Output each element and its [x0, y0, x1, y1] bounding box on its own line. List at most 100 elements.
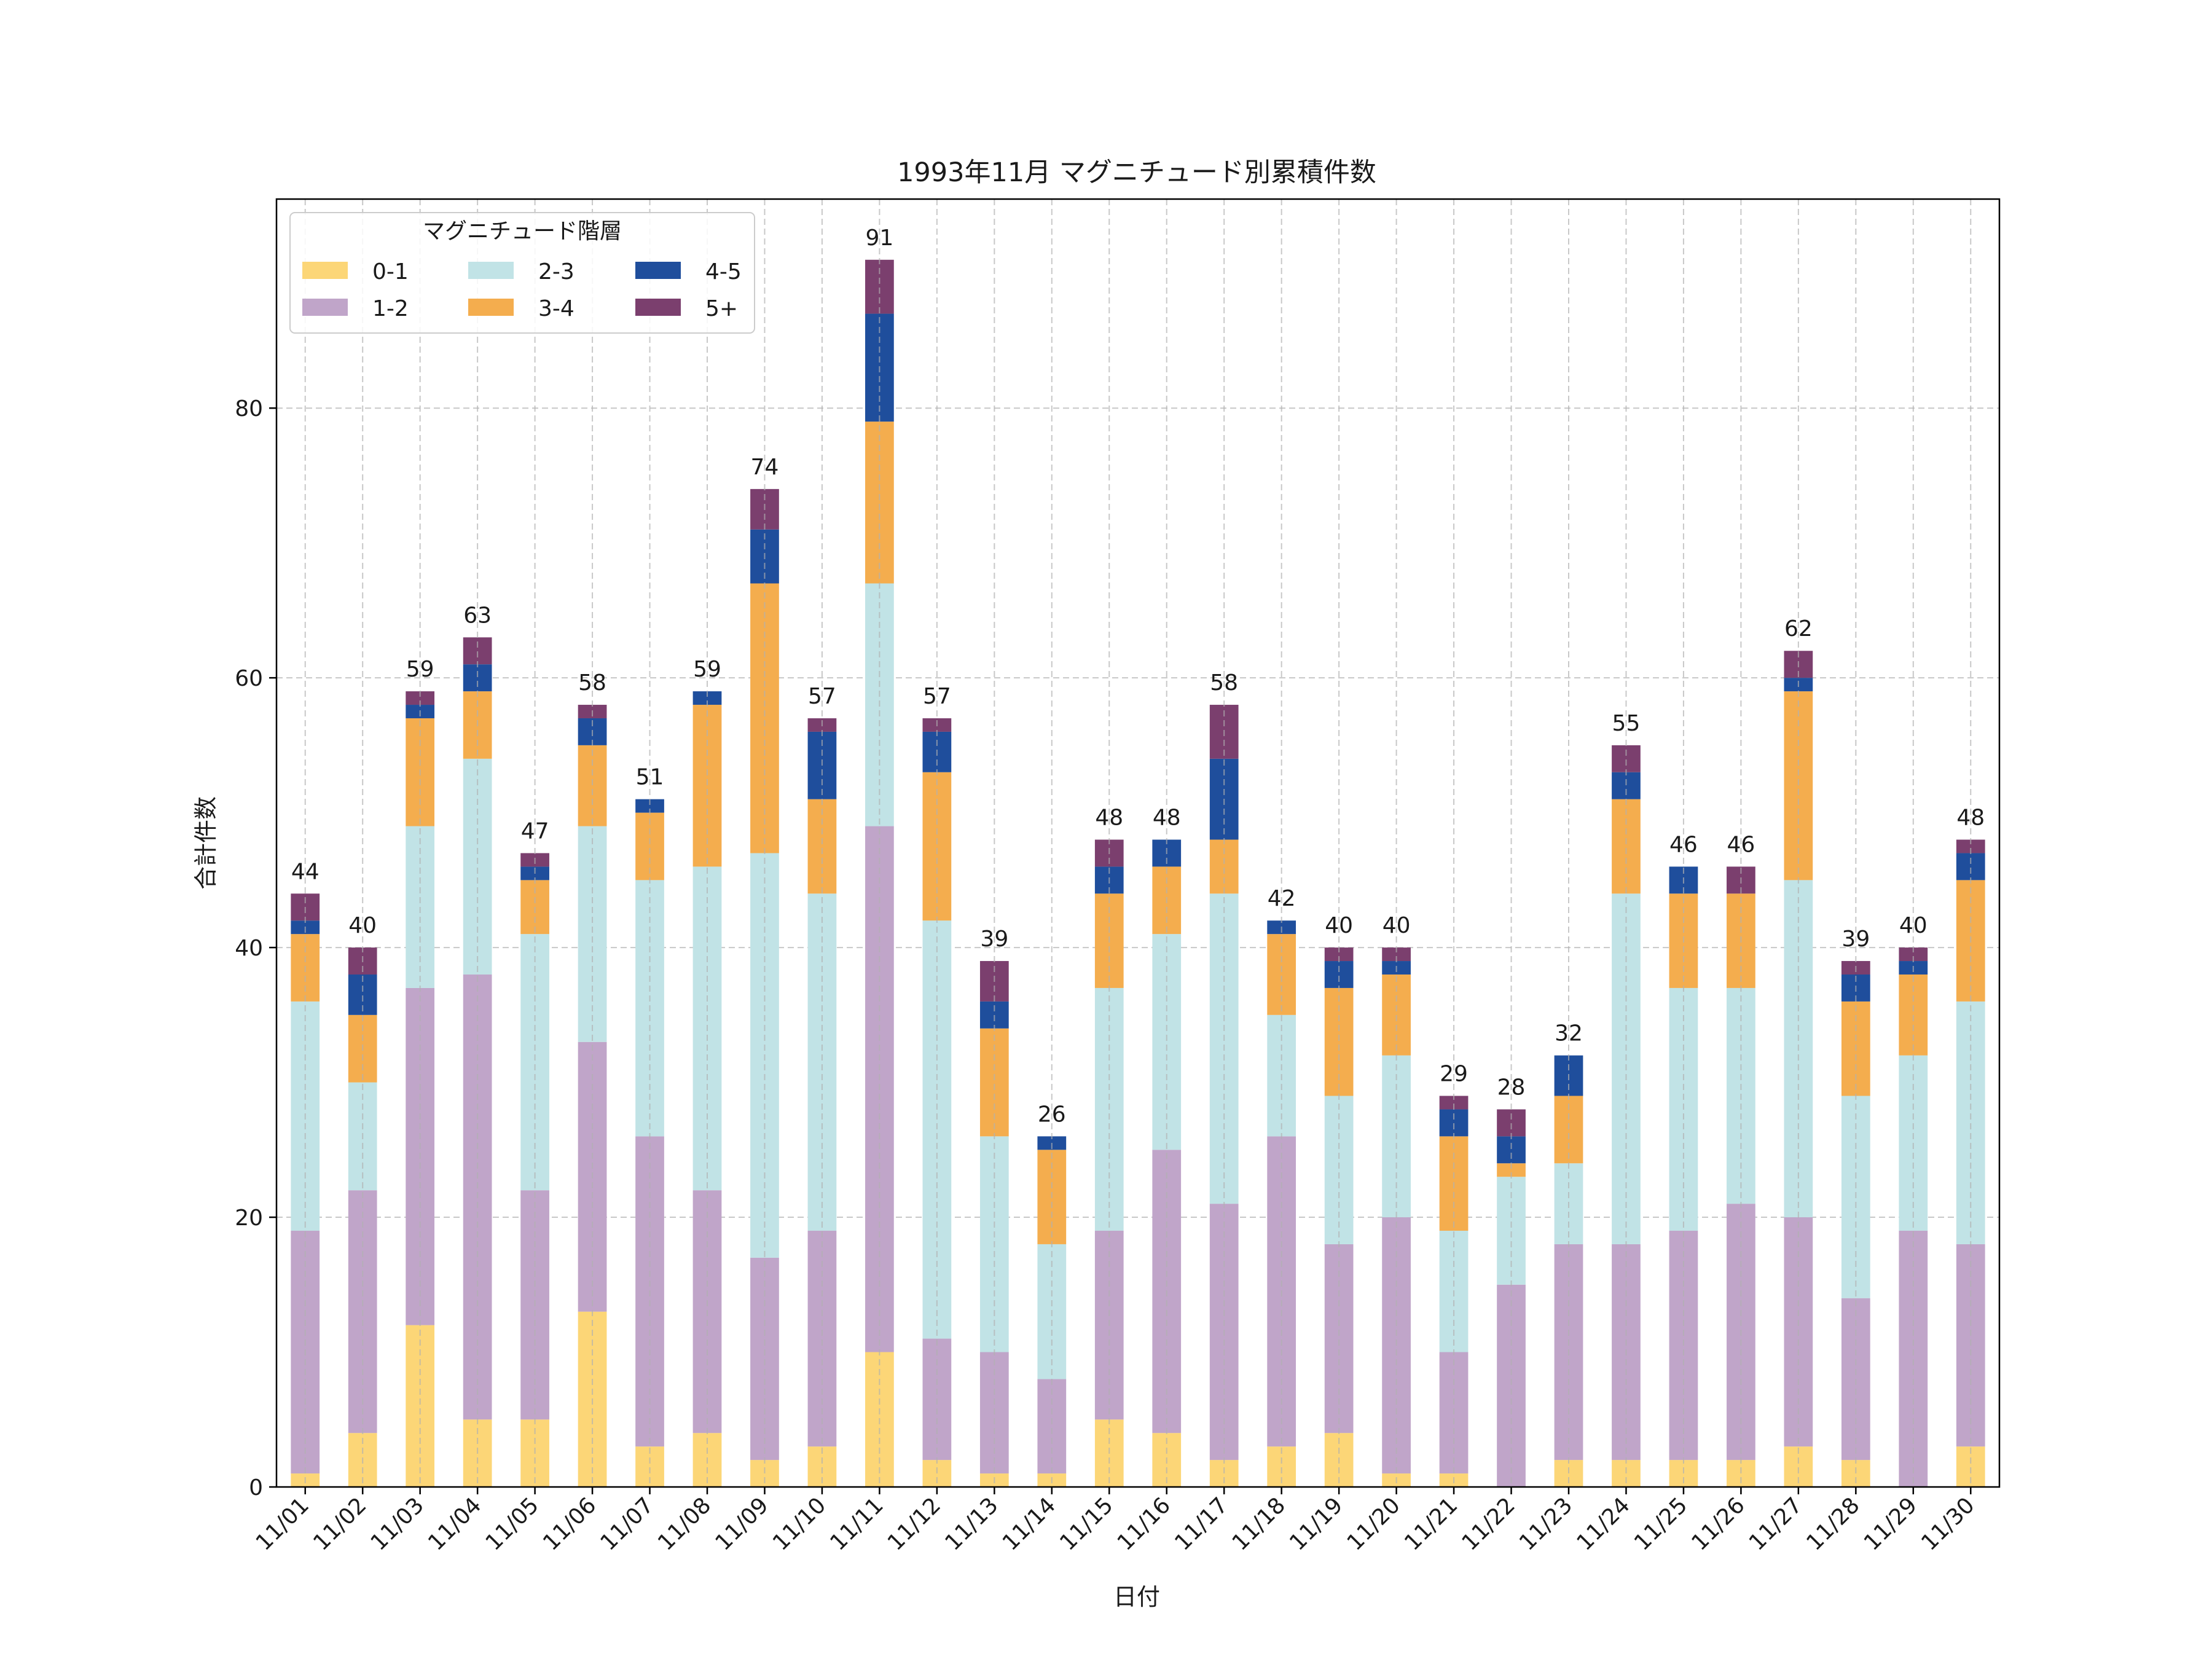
x-tick-label: 11/22 [1457, 1492, 1520, 1555]
legend-swatch-3-4 [468, 299, 514, 316]
x-tick-label: 11/19 [1285, 1492, 1347, 1555]
y-tick-label: 20 [235, 1206, 263, 1231]
x-tick-label: 11/16 [1113, 1492, 1175, 1555]
plot-frame [275, 198, 2001, 1488]
legend-label-0-1: 0-1 [372, 259, 409, 284]
x-tick-label: 11/04 [423, 1492, 486, 1555]
bar-segment-5+-11-21 [1439, 1096, 1469, 1110]
x-tick-label: 11/25 [1630, 1492, 1692, 1555]
total-label: 57 [808, 684, 836, 709]
bar-segment-4-5-11-04 [463, 664, 492, 692]
total-label: 47 [521, 818, 549, 844]
x-tick-label: 11/29 [1859, 1492, 1922, 1555]
legend-swatch-0-1 [302, 262, 348, 279]
x-tick-label: 11/18 [1228, 1492, 1290, 1555]
bar-segment-2-3-11-05 [520, 934, 549, 1191]
bar-segment-5+-11-30 [1956, 839, 1985, 853]
x-tick-label: 11/01 [251, 1492, 314, 1555]
bars [291, 259, 1985, 1487]
total-label: 58 [578, 670, 606, 696]
total-label: 40 [348, 913, 377, 938]
legend-label-2-3: 2-3 [538, 259, 575, 284]
y-axis-label: 合計件数 [192, 796, 219, 890]
total-label: 32 [1555, 1021, 1583, 1046]
y-tick-label: 60 [235, 666, 263, 691]
total-label: 40 [1899, 913, 1928, 938]
legend-label-4-5: 4-5 [705, 259, 742, 284]
total-label: 39 [1841, 927, 1870, 952]
bar-segment-3-4-11-09 [750, 583, 779, 853]
x-tick-label: 11/28 [1802, 1492, 1864, 1555]
total-label: 48 [1153, 806, 1181, 831]
y-tick-label: 80 [235, 396, 263, 422]
legend-swatch-4-5 [635, 262, 681, 279]
bar-segment-4-5-11-24 [1612, 772, 1641, 799]
x-tick-label: 11/09 [710, 1492, 773, 1555]
x-tick-label: 11/07 [596, 1492, 659, 1555]
bar-segment-3-4-11-18 [1267, 934, 1296, 1015]
total-label: 44 [291, 859, 320, 884]
bar-segment-3-4-11-17 [1209, 839, 1239, 894]
legend-swatch-1-2 [302, 299, 348, 316]
total-label: 59 [693, 657, 721, 682]
total-label: 46 [1669, 832, 1698, 857]
x-tick-label: 11/08 [653, 1492, 716, 1555]
chart-title: 1993年11月 マグニチュード別累積件数 [897, 157, 1376, 188]
x-tick-label: 11/03 [366, 1492, 429, 1555]
x-tick-label: 11/21 [1400, 1492, 1462, 1555]
total-label: 46 [1727, 832, 1755, 857]
x-tick-label: 11/30 [1916, 1492, 1979, 1555]
bar-segment-4-5-11-08 [692, 691, 722, 705]
total-label: 26 [1038, 1102, 1066, 1127]
bar-segment-3-4-11-12 [922, 772, 952, 921]
total-label: 48 [1095, 806, 1123, 831]
x-tick-label: 11/12 [883, 1492, 946, 1555]
x-tick-label: 11/14 [998, 1492, 1061, 1555]
legend-label-1-2: 1-2 [372, 296, 409, 321]
x-axis-label: 日付 [1113, 1583, 1160, 1610]
total-label: 48 [1956, 806, 1985, 831]
total-label: 40 [1382, 913, 1411, 938]
vertical-grid-lines [304, 199, 1972, 1487]
total-label: 58 [1210, 670, 1238, 696]
y-tick-label: 40 [235, 936, 263, 961]
x-tick-label: 11/10 [768, 1492, 831, 1555]
bar-segment-5+-11-24 [1612, 745, 1641, 772]
legend: マグニチュード階層 0-1 1-2 2-3 3-4 4-5 5+ [289, 212, 755, 334]
total-label: 59 [406, 657, 434, 682]
total-label: 57 [923, 684, 951, 709]
y-axis: 0 20 40 60 80 [235, 396, 276, 1500]
bar-segment-5+-11-19 [1324, 947, 1354, 962]
x-tick-label: 11/27 [1744, 1492, 1807, 1555]
total-label: 40 [1325, 913, 1353, 938]
total-label: 63 [463, 603, 492, 628]
x-tick-label: 11/26 [1687, 1492, 1749, 1555]
x-tick-label: 11/15 [1055, 1492, 1118, 1555]
total-label: 42 [1268, 886, 1296, 911]
total-label: 39 [980, 927, 1008, 952]
total-label: 55 [1612, 711, 1641, 736]
total-label: 29 [1440, 1062, 1468, 1087]
bar-segment-5+-11-03 [406, 691, 435, 705]
bar-segment-4-5-11-19 [1324, 961, 1354, 988]
bar-segment-4-5-11-22 [1497, 1136, 1526, 1164]
total-label: 51 [636, 765, 664, 790]
total-label: 91 [865, 226, 893, 251]
bar-segment-2-3-11-10 [807, 893, 837, 1231]
x-tick-label: 11/06 [538, 1492, 601, 1555]
x-tick-label: 11/13 [940, 1492, 1003, 1555]
x-tick-label: 11/05 [481, 1492, 544, 1555]
bar-segment-2-3-11-19 [1324, 1096, 1354, 1244]
bar-segment-5+-11-04 [463, 637, 492, 665]
bar-segment-4-5-11-07 [635, 799, 664, 813]
legend-swatch-5+ [635, 299, 681, 316]
legend-title: マグニチュード階層 [423, 219, 622, 244]
legend-label-3-4: 3-4 [538, 296, 575, 321]
bar-segment-5+-11-20 [1382, 947, 1411, 962]
bar-segment-5+-11-29 [1899, 947, 1928, 962]
total-label: 74 [751, 455, 779, 480]
bar-segment-4-5-11-30 [1956, 853, 1985, 880]
bar-segment-5+-11-11 [865, 259, 894, 314]
y-tick-label: 0 [249, 1475, 263, 1500]
